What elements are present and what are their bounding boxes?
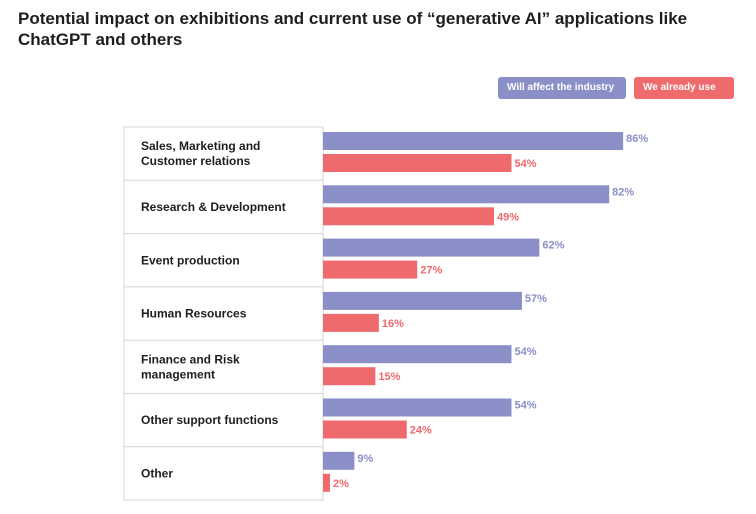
value-label-already-use: 2% — [333, 478, 349, 490]
value-label-will-affect: 54% — [514, 400, 536, 412]
category-label: Event production — [141, 253, 240, 267]
category-box — [123, 126, 324, 501]
bar-will-affect — [323, 451, 355, 470]
bar-will-affect — [323, 132, 624, 150]
bar-will-affect — [323, 398, 512, 417]
value-label-will-affect: 54% — [514, 346, 536, 358]
category-label: Customer relations — [141, 154, 251, 168]
category-label: Finance and Risk — [141, 352, 240, 366]
bar-already-use — [323, 420, 407, 439]
value-label-will-affect: 9% — [357, 453, 373, 465]
category-label: Other — [141, 466, 173, 480]
value-label-will-affect: 62% — [542, 240, 564, 252]
value-label-already-use: 49% — [497, 211, 519, 223]
bar-already-use — [323, 367, 376, 386]
value-label-already-use: 24% — [410, 425, 432, 437]
bar-will-affect — [323, 291, 522, 310]
value-label-will-affect: 82% — [612, 186, 634, 198]
category-label: Research & Development — [141, 200, 286, 214]
bar-already-use — [323, 207, 495, 226]
legend-already-use: We already use — [634, 77, 734, 99]
value-label-already-use: 15% — [378, 371, 400, 383]
value-label-will-affect: 57% — [525, 293, 547, 305]
category-label: Other support functions — [141, 413, 279, 427]
value-label-already-use: 54% — [514, 158, 536, 170]
category-label: Human Resources — [141, 307, 247, 321]
category-label: Sales, Marketing and — [141, 139, 260, 153]
category-label: management — [141, 367, 215, 381]
value-label-already-use: 27% — [420, 265, 442, 277]
bar-will-affect — [323, 238, 540, 257]
bar-already-use — [323, 260, 418, 279]
bar-already-use — [323, 473, 330, 492]
value-label-will-affect: 86% — [626, 133, 648, 145]
legend-will-affect-industry: Will affect the industry — [498, 77, 626, 99]
bar-already-use — [323, 313, 379, 332]
bar-will-affect — [323, 345, 512, 364]
bar-will-affect — [323, 185, 610, 204]
chart-title: Potential impact on exhibitions and curr… — [18, 9, 688, 49]
legend: Will affect the industry We already use — [498, 77, 734, 99]
bar-already-use — [323, 154, 512, 172]
value-label-already-use: 16% — [382, 318, 404, 330]
